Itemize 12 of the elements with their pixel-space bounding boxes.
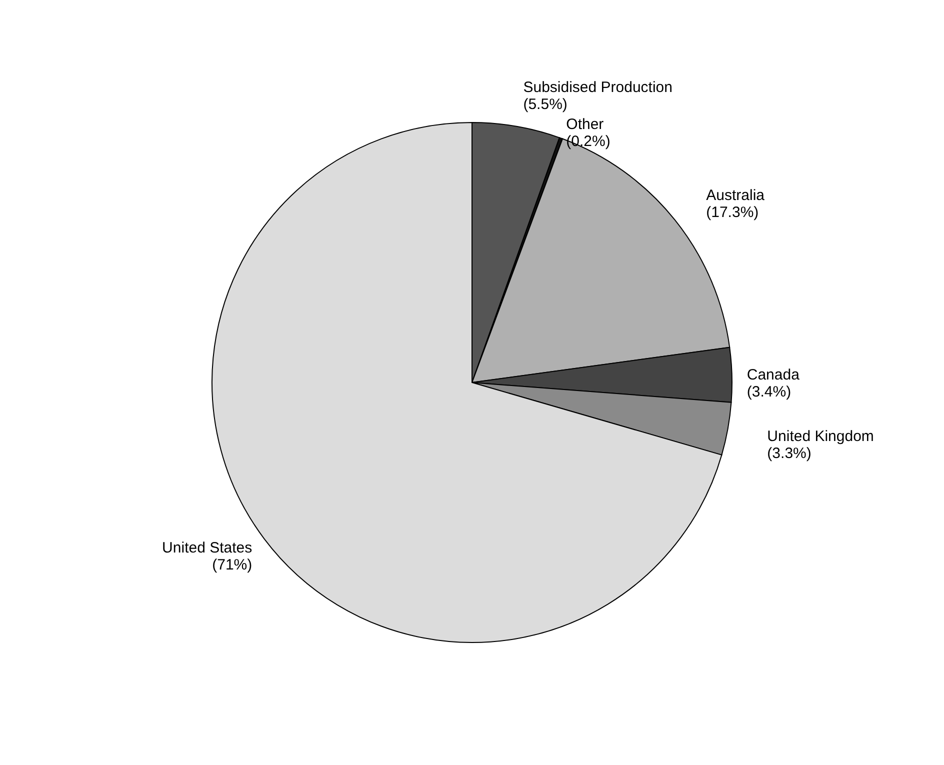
data-label: (3.3%): [767, 445, 812, 462]
slice-label: Other: [566, 116, 604, 134]
data-label: (71%): [212, 556, 252, 574]
slice-label: United Kingdom: [767, 428, 874, 446]
data-label: (0.2%): [566, 133, 610, 150]
data-label: (3.4%): [746, 383, 792, 400]
slice-label: Subsidised Production: [523, 78, 672, 96]
slice-label: Australia: [706, 186, 766, 204]
slice-label: United States: [162, 540, 252, 557]
data-label: (5.5%): [523, 96, 568, 113]
slice-label: Canada: [746, 366, 800, 384]
data-label: (17.3%): [706, 204, 759, 221]
